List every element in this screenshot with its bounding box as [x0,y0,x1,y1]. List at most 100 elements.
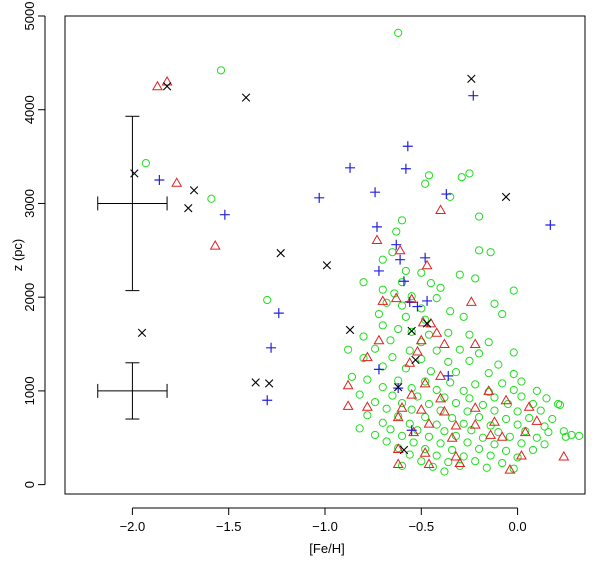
plus-point [345,162,356,173]
circle-point [417,268,426,277]
cross-point [322,261,332,270]
error-bars [97,115,168,420]
y-tick-label: 3000 [22,189,37,218]
circle-point [444,328,453,337]
circle-point [397,431,407,440]
circle-point [444,357,453,366]
triangle-point [171,177,183,187]
triangle-point [209,240,221,250]
plus-point [545,220,556,231]
triangle-point [423,458,435,468]
circle-point [490,299,499,308]
circle-point [474,349,484,358]
x-tick-label: 0.0 [509,519,527,534]
cross-point [276,248,285,258]
triangle-point [373,334,385,345]
plus-point [273,308,284,319]
circle-point [448,445,457,455]
circle-point [386,336,395,345]
triangle-point [496,431,508,441]
circle-point [378,383,387,392]
circle-point [432,385,441,395]
circle-point [421,444,430,454]
circle-point [216,66,226,75]
circle-point [424,399,434,409]
plot-frame [64,15,586,495]
circle-point [498,309,507,319]
plus-point [406,425,417,436]
circle-point [517,377,526,386]
triangle-point [469,402,481,412]
circle-point [417,457,426,466]
circle-point [446,307,455,316]
plus-point [266,342,277,353]
circle-point [474,444,484,454]
circle-point [344,345,353,354]
triangle-point [406,389,418,399]
circle-point [401,312,410,321]
circle-point [459,386,468,396]
circle-point [141,159,150,168]
triangle-point [161,76,173,86]
triangle-point [483,385,495,395]
triangle-point [394,244,406,255]
circle-point [378,418,387,427]
triangle-point [504,464,516,474]
circle-point [513,420,522,429]
y-tick-label: 0 [22,481,37,488]
circle-point [413,392,422,401]
circle-point [544,428,553,437]
circle-point [465,394,474,403]
plus-point [443,370,454,381]
triangle-point [485,429,497,439]
circle-point [382,437,391,446]
circle-point [436,283,445,292]
cross-point [264,379,274,388]
triangle-point [450,419,462,430]
circle-point [359,278,368,287]
plus-point [398,276,409,287]
circle-point [490,440,499,449]
circle-point [455,461,464,470]
circle-point [424,432,434,441]
triangle-point [415,334,427,345]
triangle-point [435,204,447,214]
circle-point [536,406,545,415]
plus-point [370,187,381,198]
circle-point [388,391,397,400]
plus-point [314,192,325,203]
triangle-point [392,411,404,422]
plus-point [395,254,406,265]
triangle-point [523,401,535,411]
circle-point [407,292,416,301]
circle-point [459,419,468,428]
plus-point [154,175,165,186]
circle-point [459,452,468,461]
circle-point [424,171,434,180]
circle-point [207,194,216,203]
triangle-point [390,292,402,303]
circle-point [465,356,474,366]
cross-point [184,203,193,213]
circle-point [388,353,397,362]
triangle-point [435,370,447,380]
triangle-point [423,418,435,428]
cross-point [241,93,251,102]
plus-point [402,141,413,152]
triangle-point [404,357,416,367]
circle-point [421,413,430,422]
y-axis-label: z (pc) [10,239,25,272]
triangle-point [450,450,462,461]
circle-point [426,279,436,288]
circle-point [370,398,380,407]
triangle-point [342,379,354,390]
circle-point [407,327,416,336]
triangle-point [489,416,500,426]
cross-point [411,355,420,365]
circle-point [363,375,372,384]
circle-point [440,427,449,436]
circle-point [532,386,541,396]
cross-point [137,328,147,337]
series-triangle [151,76,570,474]
circle-point [540,422,549,431]
